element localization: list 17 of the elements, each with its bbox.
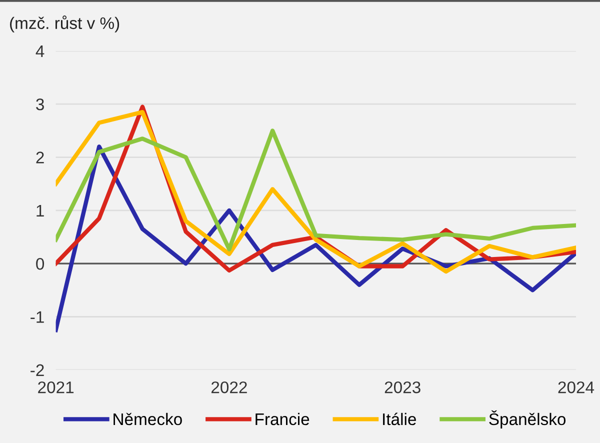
y-tick-label: -1	[30, 311, 44, 323]
x-tick-label: 2024	[558, 381, 594, 394]
x-tick-label: 2021	[38, 381, 74, 394]
line-series	[56, 128, 576, 252]
y-tick-label: 1	[36, 205, 44, 216]
legend-label: Francie	[256, 412, 310, 426]
legend-label: Španělsko	[489, 410, 566, 428]
y-axis-title: (mzč. růst v %)	[10, 15, 120, 32]
legend-label: Německo	[114, 412, 182, 426]
y-tick-label: 2	[36, 152, 44, 164]
y-tick-label: 3	[36, 98, 44, 110]
y-tick-label: -2	[30, 364, 44, 376]
y-tick-label: 4	[36, 46, 44, 57]
y-tick-label: 0	[36, 258, 44, 270]
x-tick-label: 2023	[384, 381, 420, 394]
x-tick-label: 2022	[212, 381, 247, 394]
legend-label: Itálie	[383, 412, 416, 426]
